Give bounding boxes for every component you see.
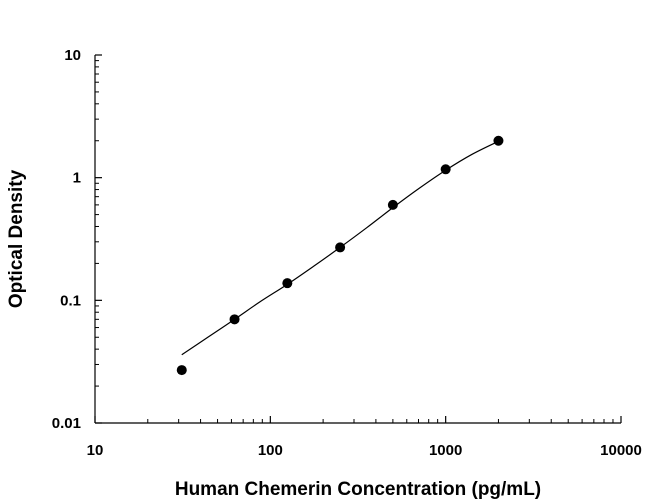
y-axis-label: Optical Density: [6, 169, 27, 308]
y-tick-label: 1: [73, 170, 81, 187]
data-point: [335, 242, 346, 253]
axis-ticks: [94, 54, 622, 424]
x-tick-label: 10000: [600, 442, 642, 459]
data-point: [440, 164, 451, 175]
y-tick-label: 10: [64, 47, 81, 64]
y-tick-label: 0.01: [52, 415, 81, 432]
x-axis-label: Human Chemerin Concentration (pg/mL): [175, 479, 541, 500]
data-point: [387, 199, 398, 210]
data-point: [493, 135, 504, 146]
data-point: [176, 365, 187, 376]
y-tick-label: 0.1: [60, 292, 81, 309]
data-point: [282, 278, 293, 289]
data-points: [176, 135, 504, 376]
x-tick-label: 100: [258, 442, 283, 459]
x-tick-label: 10: [87, 442, 104, 459]
data-point: [229, 314, 240, 325]
x-tick-label: 1000: [429, 442, 462, 459]
chart-axes: [94, 55, 621, 424]
axis-tick-labels: 10 100 1000 10000 0.01 0.1 1 10: [52, 47, 642, 459]
